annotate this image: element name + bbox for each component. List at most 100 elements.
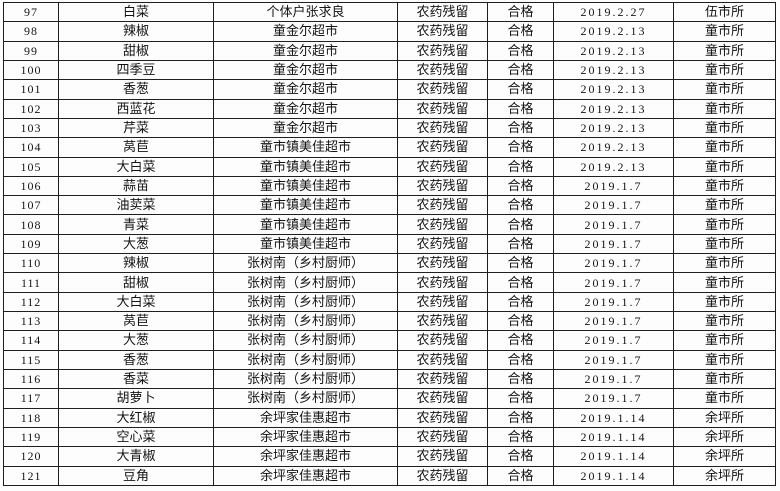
table-row: 110 辣椒 张树南（乡村厨师） 农药残留 合格 2019.1.7 童市所: [3, 253, 776, 274]
cell-date: 2019.2.13: [553, 98, 674, 119]
cell-date: 2019.1.7: [553, 310, 674, 332]
cell-source: 童金尔超市: [213, 59, 398, 81]
cell-seq: 111: [3, 272, 59, 293]
cell-source: 张树南（乡村厨师）: [213, 368, 398, 390]
cell-test-item: 农药残留: [397, 175, 488, 197]
cell-test-item: 农药残留: [397, 21, 488, 42]
cell-test-item: 农药残留: [397, 330, 488, 351]
cell-seq: 110: [3, 253, 59, 274]
cell-station: 童市所: [673, 310, 776, 332]
cell-seq: 119: [3, 426, 59, 448]
cell-test-item: 农药残留: [397, 195, 488, 216]
table-row: 107 油荬菜 童市镇美佳超市 农药残留 合格 2019.1.7 童市所: [3, 195, 776, 216]
cell-product: 白菜: [58, 1, 214, 23]
cell-test-item: 农药残留: [397, 291, 488, 313]
cell-seq: 97: [3, 1, 59, 23]
cell-date: 2019.1.7: [553, 233, 674, 255]
cell-test-item: 农药残留: [397, 368, 488, 390]
cell-station: 童市所: [673, 214, 776, 235]
cell-result: 合格: [487, 156, 554, 177]
cell-source: 张树南（乡村厨师）: [213, 253, 398, 274]
cell-test-item: 农药残留: [397, 310, 488, 332]
cell-source: 童市镇美佳超市: [213, 233, 398, 255]
cell-seq: 108: [3, 214, 59, 235]
cell-station: 童市所: [673, 330, 776, 351]
cell-source: 童金尔超市: [213, 40, 398, 61]
cell-date: 2019.1.7: [553, 253, 674, 274]
cell-seq: 112: [3, 291, 59, 313]
cell-seq: 103: [3, 117, 59, 139]
cell-product: 大红椒: [58, 407, 214, 428]
cell-test-item: 农药残留: [397, 137, 488, 158]
cell-result: 合格: [487, 388, 554, 409]
cell-product: 空心菜: [58, 426, 214, 448]
table-row: 121 豆角 余坪家佳惠超市 农药残留 合格 2019.1.14 余坪所: [3, 465, 776, 486]
cell-source: 童金尔超市: [213, 117, 398, 139]
cell-source: 张树南（乡村厨师）: [213, 388, 398, 409]
cell-date: 2019.2.13: [553, 21, 674, 42]
cell-station: 余坪所: [673, 465, 776, 486]
cell-product: 香葱: [58, 349, 214, 370]
cell-result: 合格: [487, 175, 554, 197]
table-row: 103 芹菜 童金尔超市 农药残留 合格 2019.2.13 童市所: [3, 117, 776, 139]
cell-result: 合格: [487, 368, 554, 390]
cell-test-item: 农药残留: [397, 407, 488, 428]
table-row: 112 大白菜 张树南（乡村厨师） 农药残留 合格 2019.1.7 童市所: [3, 291, 776, 313]
cell-source: 童金尔超市: [213, 79, 398, 100]
cell-product: 甜椒: [58, 272, 214, 293]
cell-date: 2019.1.14: [553, 426, 674, 448]
cell-station: 童市所: [673, 368, 776, 390]
cell-station: 童市所: [673, 79, 776, 100]
cell-product: 大白菜: [58, 156, 214, 177]
cell-station: 童市所: [673, 349, 776, 370]
cell-source: 童市镇美佳超市: [213, 214, 398, 235]
table-row: 98 辣椒 童金尔超市 农药残留 合格 2019.2.13 童市所: [3, 21, 776, 42]
cell-product: 大青椒: [58, 446, 214, 467]
cell-seq: 115: [3, 349, 59, 370]
cell-result: 合格: [487, 233, 554, 255]
cell-station: 童市所: [673, 272, 776, 293]
cell-station: 余坪所: [673, 446, 776, 467]
cell-product: 西蓝花: [58, 98, 214, 119]
cell-seq: 98: [3, 21, 59, 42]
cell-station: 童市所: [673, 137, 776, 158]
cell-date: 2019.2.13: [553, 117, 674, 139]
cell-date: 2019.1.7: [553, 368, 674, 390]
cell-result: 合格: [487, 349, 554, 370]
cell-product: 芹菜: [58, 117, 214, 139]
table-row: 97 白菜 个体户张求良 农药残留 合格 2019.2.27 伍市所: [3, 1, 776, 23]
table-row: 117 胡萝卜 张树南（乡村厨师） 农药残留 合格 2019.1.7 童市所: [3, 388, 776, 409]
cell-product: 蒜苗: [58, 175, 214, 197]
cell-date: 2019.2.13: [553, 156, 674, 177]
cell-test-item: 农药残留: [397, 1, 488, 23]
table-row: 115 香葱 张树南（乡村厨师） 农药残留 合格 2019.1.7 童市所: [3, 349, 776, 370]
cell-station: 童市所: [673, 40, 776, 61]
cell-date: 2019.1.7: [553, 388, 674, 409]
cell-test-item: 农药残留: [397, 253, 488, 274]
cell-date: 2019.1.7: [553, 272, 674, 293]
cell-station: 童市所: [673, 233, 776, 255]
table-row: 108 青菜 童市镇美佳超市 农药残留 合格 2019.1.7 童市所: [3, 214, 776, 235]
cell-result: 合格: [487, 310, 554, 332]
cell-result: 合格: [487, 214, 554, 235]
cell-result: 合格: [487, 1, 554, 23]
cell-seq: 121: [3, 465, 59, 486]
cell-result: 合格: [487, 253, 554, 274]
cell-result: 合格: [487, 98, 554, 119]
cell-station: 童市所: [673, 98, 776, 119]
cell-test-item: 农药残留: [397, 40, 488, 61]
cell-seq: 107: [3, 195, 59, 216]
table-row: 111 甜椒 张树南（乡村厨师） 农药残留 合格 2019.1.7 童市所: [3, 272, 776, 293]
cell-station: 余坪所: [673, 426, 776, 448]
cell-source: 张树南（乡村厨师）: [213, 291, 398, 313]
cell-station: 童市所: [673, 175, 776, 197]
cell-result: 合格: [487, 330, 554, 351]
table-row: 118 大红椒 余坪家佳惠超市 农药残留 合格 2019.1.14 余坪所: [3, 407, 776, 428]
cell-station: 伍市所: [673, 1, 776, 23]
cell-test-item: 农药残留: [397, 465, 488, 486]
cell-date: 2019.2.13: [553, 40, 674, 61]
cell-product: 莴苣: [58, 137, 214, 158]
table-row: 120 大青椒 余坪家佳惠超市 农药残留 合格 2019.1.14 余坪所: [3, 446, 776, 467]
cell-source: 童市镇美佳超市: [213, 175, 398, 197]
